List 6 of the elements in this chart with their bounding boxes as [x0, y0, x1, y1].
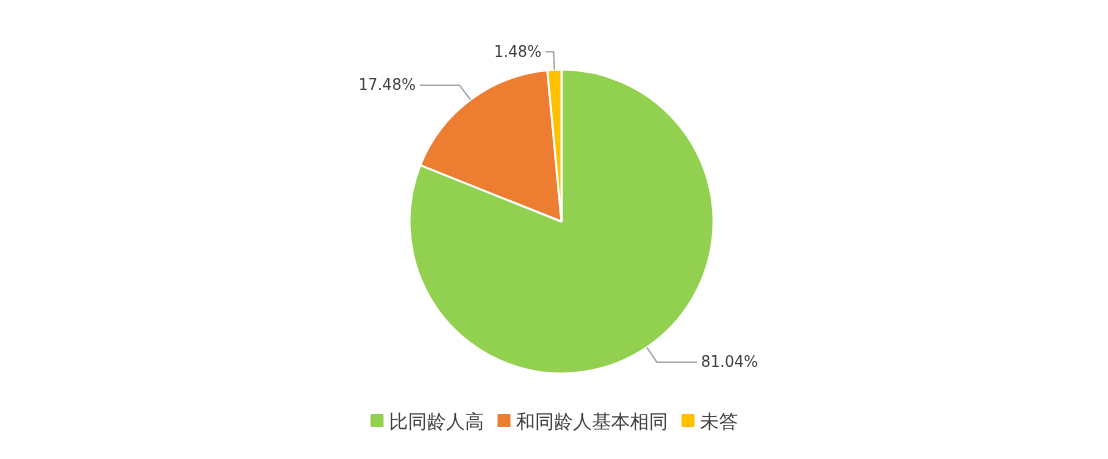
data-label: 1.48%: [493, 42, 542, 61]
data-label: 81.04%: [700, 353, 759, 372]
data-label: 17.48%: [358, 76, 416, 95]
legend-label: 比同龄人高: [389, 409, 484, 432]
legend-label: 未答: [700, 409, 738, 432]
legend-label: 和同龄人基本相同: [516, 409, 668, 432]
